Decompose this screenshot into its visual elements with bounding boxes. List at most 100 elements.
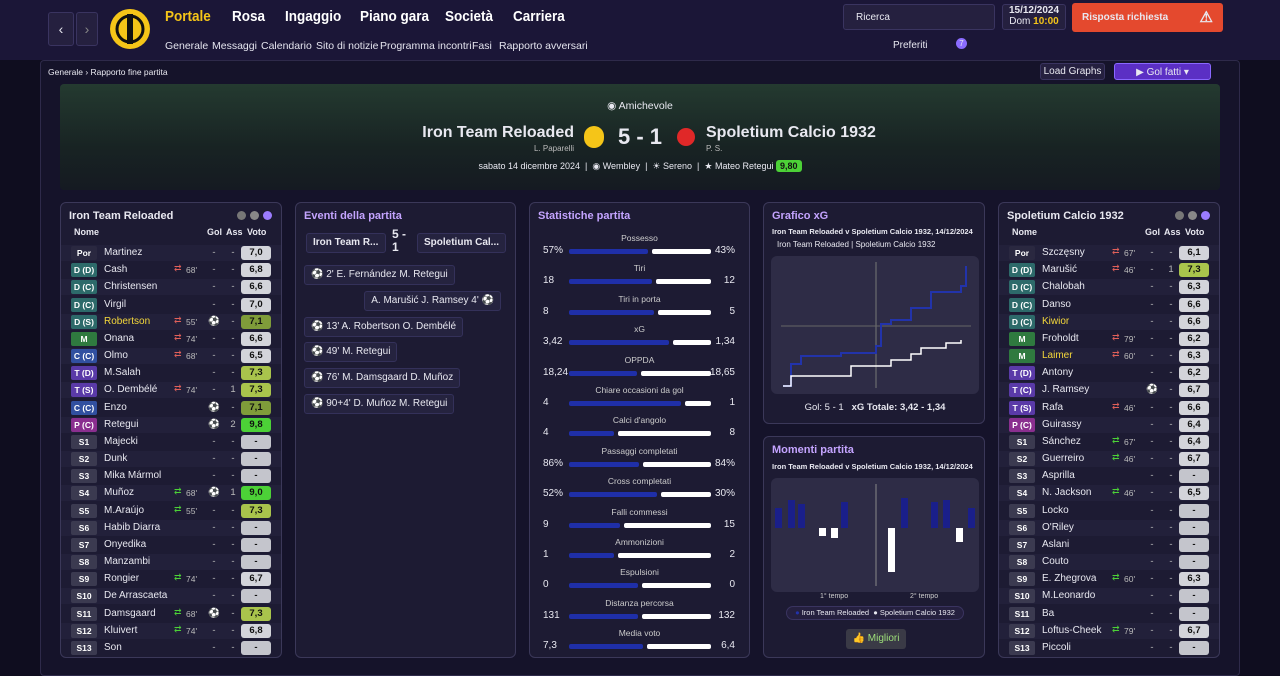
player-row[interactable]: C (C) Olmo ⇄ 68' - -6,5 — [61, 348, 281, 365]
view-dot[interactable] — [263, 211, 272, 220]
player-row[interactable]: S9 Rongier ⇄ 74' - -6,7 — [61, 571, 281, 587]
event-row[interactable]: ⚽ 76' M. Damsgaard D. Muñoz — [304, 368, 461, 389]
player-name: Kluivert — [104, 624, 138, 636]
submenu-item[interactable]: Sito di notizie — [316, 40, 379, 52]
player-row[interactable]: S7 Aslani - - - — [999, 537, 1219, 553]
player-row[interactable]: Por Martinez - -7,0 — [61, 245, 281, 261]
forward-button[interactable]: › — [76, 12, 98, 46]
back-button[interactable]: ‹ — [48, 12, 74, 46]
submenu-item[interactable]: Fasi — [472, 40, 492, 52]
player-row[interactable]: S6 O'Riley - - - — [999, 519, 1219, 536]
player-row[interactable]: S6 Habib Diarra - - - — [61, 519, 281, 536]
player-row[interactable]: T (D) Antony - -6,2 — [999, 365, 1219, 381]
player-row[interactable]: S7 Onyedika - - - — [61, 537, 281, 553]
position-badge: S10 — [1009, 589, 1035, 604]
player-row[interactable]: S8 Couto - - - — [999, 554, 1219, 571]
view-dot[interactable] — [1175, 211, 1184, 220]
menu-item[interactable]: Rosa — [232, 8, 266, 25]
submenu-item[interactable]: Rapporto avversari — [499, 40, 588, 52]
goal-icon: ⚽ — [208, 401, 220, 413]
menu-item[interactable]: Ingaggio — [285, 8, 342, 25]
column-header: Ass — [226, 227, 243, 237]
player-row[interactable]: M Froholdt ⇄ 79' - -6,2 — [999, 331, 1219, 347]
player-row[interactable]: D (C) Virgil - -7,0 — [61, 297, 281, 313]
player-row[interactable]: S13 Son - - - — [61, 640, 281, 656]
submenu-item[interactable]: Generale — [165, 40, 209, 52]
player-row[interactable]: P (C) Guirassy - -6,4 — [999, 416, 1219, 433]
player-row[interactable]: C (C) Enzo ⚽ -7,1 — [61, 400, 281, 416]
player-row[interactable]: D (C) Danso - -6,6 — [999, 297, 1219, 313]
assists: - — [1169, 573, 1173, 585]
load-graphs-button[interactable]: Load Graphs — [1040, 63, 1105, 80]
player-name: Szczęsny — [1042, 247, 1085, 258]
player-row[interactable]: D (C) Chalobah - -6,3 — [999, 279, 1219, 296]
event-row[interactable]: ⚽ 49' M. Retegui — [304, 342, 398, 363]
best-button[interactable]: 👍 Migliori — [846, 629, 906, 649]
events-panel: Eventi della partita Iron Team R... 5 - 1 S… — [295, 202, 516, 658]
player-row[interactable]: S5 M.Araújo ⇄ 55' - -7,3 — [61, 503, 281, 519]
player-row[interactable]: S10 M.Leonardo - - - — [999, 588, 1219, 605]
player-row[interactable]: S1 Majecki - - - — [61, 434, 281, 450]
player-row[interactable]: S8 Manzambi - - - — [61, 554, 281, 571]
event-minute: 13' — [326, 320, 340, 332]
player-row[interactable]: S2 Dunk - - - — [61, 451, 281, 468]
player-row[interactable]: T (D) M.Salah - -7,3 — [61, 365, 281, 381]
submenu-item[interactable]: Calendario — [261, 40, 312, 52]
player-row[interactable]: S3 Mika Mármol - - - — [61, 468, 281, 484]
player-row[interactable]: S4 Muñoz ⇄ 68' ⚽ 1 9,0 — [61, 485, 281, 502]
player-row[interactable]: S11 Ba - - - — [999, 606, 1219, 622]
crumb[interactable]: Generale — [48, 67, 83, 77]
date-box[interactable]: 15/12/2024 Dom 10:00 — [1002, 4, 1066, 30]
rating: 7,3 — [241, 366, 271, 381]
player-row[interactable]: S13 Piccoli - - - — [999, 640, 1219, 656]
player-row[interactable]: D (S) Robertson ⇄ 55' ⚽ -7,1 — [61, 313, 281, 330]
view-dot[interactable] — [1188, 211, 1197, 220]
event-row[interactable]: ⚽ 2' E. Fernández M. Retegui — [304, 265, 455, 285]
submenu-item[interactable]: Messaggi — [212, 40, 257, 52]
player-row[interactable]: T (S) Rafa ⇄ 46' - -6,6 — [999, 400, 1219, 416]
player-row[interactable]: S5 Locko - - - — [999, 503, 1219, 519]
event-row[interactable]: A. Marušić J. Ramsey 4' ⚽ — [364, 290, 501, 311]
event-row[interactable]: ⚽ 13' A. Robertson O. Dembélé — [304, 316, 464, 337]
view-dot[interactable] — [250, 211, 259, 220]
submenu-item[interactable]: Programma incontri — [380, 40, 472, 52]
view-dot[interactable] — [1201, 211, 1210, 220]
player-row[interactable]: S12 Kluivert ⇄ 74' - -6,8 — [61, 622, 281, 639]
home-team[interactable]: Iron Team Reloaded — [422, 124, 574, 141]
player-row[interactable]: S9 E. Zhegrova ⇄ 60' - -6,3 — [999, 571, 1219, 587]
player-row[interactable]: D (C) Christensen - -6,6 — [61, 279, 281, 296]
player-row[interactable]: T (S) O. Dembélé ⇄ 74' - 1 7,3 — [61, 382, 281, 399]
menu-item[interactable]: Portale — [165, 8, 211, 25]
alert-button[interactable]: Risposta richiesta ⚠ — [1072, 3, 1223, 32]
away-team[interactable]: Spoletium Calcio 1932 — [706, 124, 876, 141]
menu-item[interactable]: Carriera — [513, 8, 565, 25]
position-badge: S13 — [71, 640, 97, 655]
assists: - — [231, 264, 235, 276]
stat-bar-away — [624, 522, 711, 528]
player-row[interactable]: M Laimer ⇄ 60' - -6,3 — [999, 348, 1219, 365]
assists: - — [1169, 641, 1173, 653]
favorites[interactable]: Preferiti — [893, 40, 928, 51]
player-row[interactable]: T (C) J. Ramsey ⚽ -6,7 — [999, 382, 1219, 399]
menu-item[interactable]: Società — [445, 8, 494, 25]
event-row[interactable]: ⚽ 90+4' D. Muñoz M. Retegui — [304, 394, 455, 414]
player-row[interactable]: S3 Asprilla - - - — [999, 468, 1219, 484]
player-row[interactable]: D (D) Marušić ⇄ 46' - 1 7,3 — [999, 262, 1219, 278]
player-row[interactable]: D (D) Cash ⇄ 68' - -6,8 — [61, 262, 281, 278]
player-row[interactable]: D (C) Kiwior - -6,6 — [999, 313, 1219, 330]
player-row[interactable]: S12 Loftus-Cheek ⇄ 79' - -6,7 — [999, 622, 1219, 639]
player-row[interactable]: S1 Sánchez ⇄ 67' - -6,4 — [999, 434, 1219, 450]
player-row[interactable]: S11 Damsgaard ⇄ 68' ⚽ -7,3 — [61, 606, 281, 622]
position-badge: T (D) — [1009, 366, 1035, 381]
view-dot[interactable] — [237, 211, 246, 220]
search-button[interactable]: Ricerca — [856, 12, 890, 23]
player-row[interactable]: Por Szczęsny ⇄ 67' - -6,1 — [999, 245, 1219, 261]
player-row[interactable]: S10 De Arrascaeta - - - — [61, 588, 281, 605]
menu-item[interactable]: Piano gara — [360, 8, 430, 25]
player-row[interactable]: M Onana ⇄ 74' - -6,6 — [61, 331, 281, 347]
player-row[interactable]: S4 N. Jackson ⇄ 46' - -6,5 — [999, 485, 1219, 502]
player-row[interactable]: S2 Guerreiro ⇄ 46' - -6,7 — [999, 451, 1219, 468]
goals-dropdown[interactable]: ▶ Gol fatti ▾ — [1114, 63, 1211, 80]
player-row[interactable]: P (C) Retegui ⚽ 2 9,8 — [61, 416, 281, 433]
sub-minute: 74' — [186, 625, 198, 636]
